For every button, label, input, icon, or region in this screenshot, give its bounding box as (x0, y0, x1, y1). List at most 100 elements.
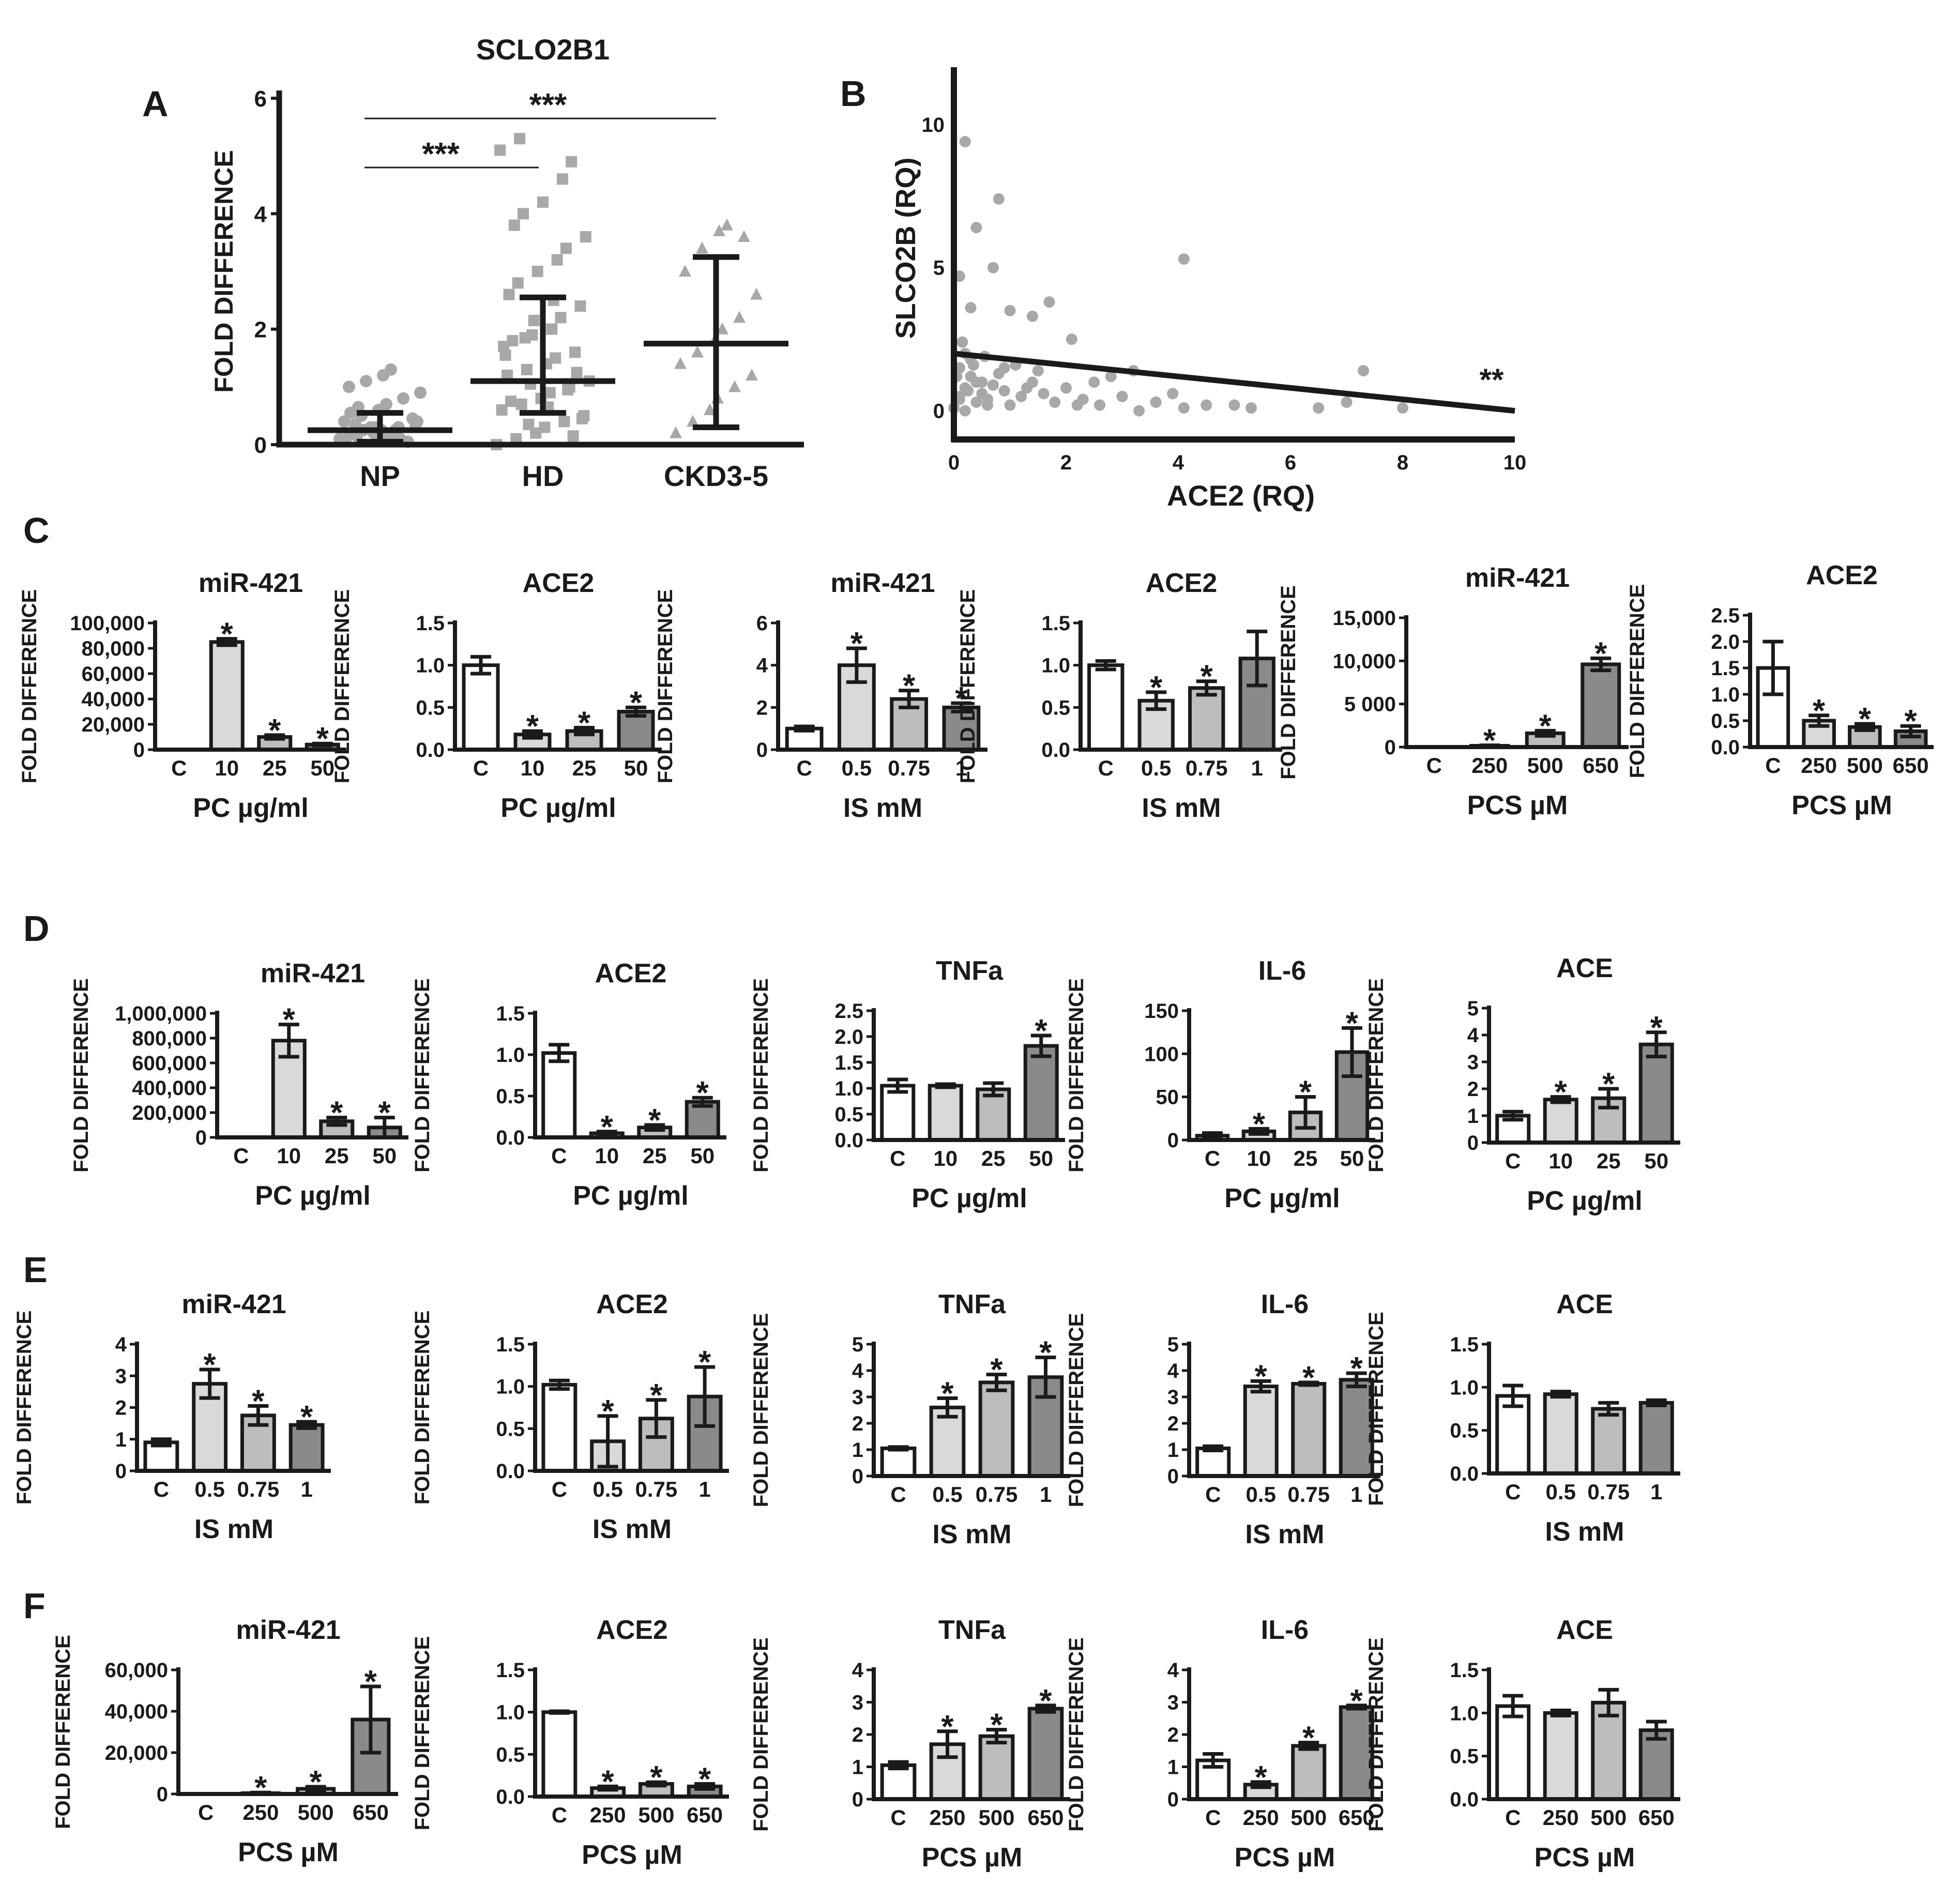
bar (880, 1446, 917, 1478)
y-tick-label: 5 (852, 1333, 863, 1356)
category-label: 1 (300, 1477, 312, 1501)
bar (1638, 1728, 1674, 1801)
chart-title: TNFa (938, 1289, 1006, 1319)
category-label: 0.75 (1186, 756, 1228, 780)
y-tick-label: 0 (254, 433, 267, 458)
significance-star: * (990, 1708, 1003, 1743)
x-axis-title: PCS µM (1791, 790, 1892, 820)
category-label: 1 (1251, 756, 1263, 780)
significance-star: * (630, 685, 643, 721)
data-point (512, 277, 524, 289)
bar (1023, 1044, 1059, 1142)
category-label: 0.75 (976, 1482, 1018, 1507)
y-axis-title: FOLD DIFFERENCE (1277, 585, 1300, 780)
significance-star: * (650, 1378, 663, 1413)
x-axis-title: ACE2 (RQ) (1167, 479, 1315, 512)
chart-title: miR-421 (830, 568, 935, 598)
y-tick-label: 40,000 (105, 1700, 168, 1723)
y-tick-label: 0.0 (1041, 739, 1070, 762)
significance-star: * (283, 1002, 296, 1038)
y-tick-label: 400,000 (132, 1077, 207, 1100)
data-point (679, 265, 691, 277)
category-label: 50 (690, 1144, 715, 1168)
data-point (1201, 399, 1212, 411)
bar-panel-c2: ACE2 FOLD DIFFERENCE PC µg/ml C * 10 * 25 * 50 0.0… (331, 568, 662, 823)
y-tick-label: 1.0 (1450, 1376, 1479, 1399)
data-point (1116, 390, 1128, 402)
y-tick-label: 1.5 (496, 1659, 525, 1682)
bar (880, 1084, 916, 1142)
y-tick-label: 1.0 (416, 655, 445, 677)
data-point (523, 418, 535, 430)
y-tick-label: 5 (1467, 997, 1479, 1020)
category-label: 50 (1029, 1146, 1053, 1170)
y-axis-title: FOLD DIFFERENCE (1365, 1312, 1388, 1506)
y-tick-label: 2.5 (1711, 604, 1740, 627)
panel-label-b: B (840, 73, 867, 114)
category-label: 1 (955, 756, 967, 780)
y-tick-label: 0.5 (496, 1418, 525, 1440)
significance-star: * (1905, 704, 1918, 739)
y-tick-label: 3 (852, 1386, 863, 1409)
y-tick-label: 1.5 (1450, 1333, 1479, 1356)
significance-star: * (1813, 693, 1826, 729)
x-axis-title: PCS µM (922, 1843, 1023, 1873)
category-label: C (551, 1144, 567, 1168)
y-tick-label: 0 (133, 739, 145, 762)
y-axis-title: FOLD DIFFERENCE (52, 1635, 74, 1829)
x-tick-label: 8 (1397, 451, 1408, 474)
category-label: C (171, 756, 187, 780)
data-point (566, 156, 578, 168)
y-tick-label: 2 (115, 1397, 127, 1420)
significance-star: * (1350, 1351, 1363, 1387)
chart-title: TNFa (938, 1615, 1006, 1645)
data-point (970, 222, 982, 234)
data-point (530, 427, 542, 439)
significance-star: * (1555, 1075, 1568, 1111)
data-point (1026, 310, 1038, 322)
data-point (687, 415, 699, 427)
significance-star: * (268, 713, 281, 749)
significance-star: * (1350, 1683, 1363, 1719)
y-tick-label: 2 (1467, 1078, 1479, 1101)
y-tick-label: 1 (1467, 1105, 1479, 1128)
significance-star: * (650, 1760, 663, 1796)
category-label: 650 (1583, 753, 1619, 778)
data-point (987, 379, 999, 391)
data-point (498, 341, 510, 353)
y-tick-label: 2.0 (834, 1026, 863, 1048)
chart-title: IL-6 (1258, 956, 1306, 986)
x-axis-title: IS mM (932, 1519, 1011, 1549)
bar (1638, 1042, 1674, 1145)
data-point (959, 405, 971, 417)
chart-title: ACE2 (1806, 560, 1878, 590)
chart-title: ACE (1556, 1289, 1613, 1319)
y-tick-label: 50 (1156, 1086, 1179, 1109)
y-tick-label: 0 (1167, 1465, 1179, 1488)
y-tick-label: 1.0 (834, 1077, 863, 1100)
y-tick-label: 2 (254, 317, 267, 343)
data-point (567, 430, 579, 442)
bar (541, 1710, 578, 1799)
data-point (499, 349, 511, 361)
significance-star: * (602, 1394, 615, 1429)
significance-star: * (1302, 1721, 1315, 1756)
y-tick-label: 0 (852, 1465, 863, 1488)
category-label: 50 (1340, 1146, 1364, 1170)
y-tick-label: 0 (157, 1783, 168, 1806)
category-label: 500 (298, 1800, 334, 1824)
significance-star: * (378, 1096, 391, 1131)
data-point (1043, 296, 1055, 308)
category-label: 50 (624, 756, 648, 780)
y-tick-label: 2.0 (1711, 631, 1740, 653)
y-tick-label: 100 (1144, 1043, 1179, 1066)
bar-panel-f3: TNFa FOLD DIFFERENCE PCS µM C * 250 * 500 * 650 0 1… (750, 1615, 1070, 1873)
scatter-panel-b: SLCO2B (RQ) ACE2 (RQ) ** 0 2 4 6 8 10 0 5 10 (890, 67, 1526, 512)
category-label: 650 (1339, 1805, 1375, 1830)
data-point (414, 386, 427, 399)
category-label: 250 (1471, 753, 1508, 778)
y-tick-label: 4 (756, 655, 768, 677)
category-label: 250 (1243, 1805, 1279, 1830)
y-axis-title: FOLD DIFFERENCE (1065, 1637, 1088, 1832)
